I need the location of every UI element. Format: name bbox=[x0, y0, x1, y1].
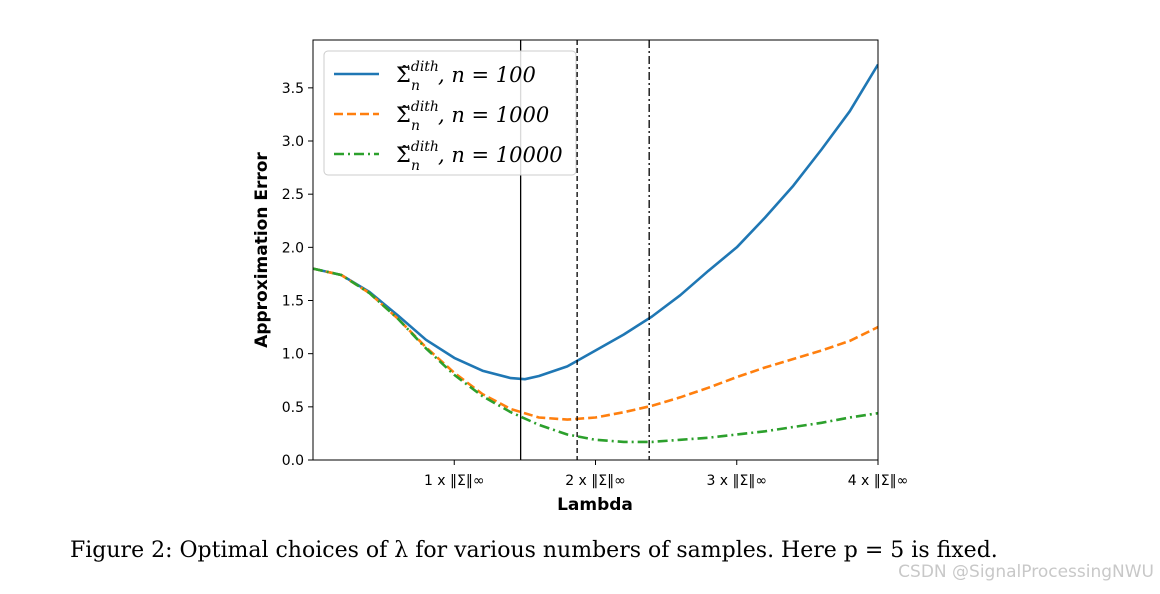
y-tick-label: 2.5 bbox=[282, 187, 304, 203]
legend: Σ̃dith n, n = 100 Σ̃dith n, n = 1000 Σ̃dith n… bbox=[323, 50, 577, 176]
x-axis-label: Lambda bbox=[557, 495, 633, 515]
series-line-3 bbox=[313, 267, 878, 444]
legend-box bbox=[323, 50, 577, 176]
line-chart: 0.0 0.5 1.0 1.5 2.0 2.5 3.0 3.5 1 x ‖Σ‖∞ 2 x ‖Σ‖… bbox=[252, 39, 909, 515]
y-tick-label: 2.0 bbox=[282, 240, 304, 256]
y-axis-label: Approximation Error bbox=[252, 152, 272, 348]
y-tick-label: 0.0 bbox=[282, 453, 304, 469]
figure-caption: Figure 2: Optimal choices of λ for vario… bbox=[70, 538, 998, 563]
y-tick-label: 1.0 bbox=[282, 347, 304, 363]
legend-entry-3: Σ̃dith n, n = 10000 bbox=[396, 139, 563, 174]
legend-entry-2: Σ̃dith n, n = 1000 bbox=[396, 99, 549, 134]
series-line-2 bbox=[313, 267, 878, 421]
x-tick-label: 3 x ‖Σ‖∞ bbox=[706, 473, 767, 489]
y-tick-label: 3.5 bbox=[282, 81, 304, 97]
y-tick-label: 1.5 bbox=[282, 294, 304, 310]
legend-entry-1: Σ̃dith n, n = 100 bbox=[396, 59, 536, 94]
x-tick-label: 1 x ‖Σ‖∞ bbox=[424, 473, 485, 489]
x-tick-label: 4 x ‖Σ‖∞ bbox=[848, 473, 909, 489]
y-tick-label: 0.5 bbox=[282, 400, 304, 416]
x-tick-label: 2 x ‖Σ‖∞ bbox=[565, 473, 626, 489]
y-tick-label: 3.0 bbox=[282, 134, 304, 150]
watermark-text: CSDN @SignalProcessingNWU bbox=[898, 562, 1154, 582]
series-line-1 bbox=[313, 63, 878, 381]
